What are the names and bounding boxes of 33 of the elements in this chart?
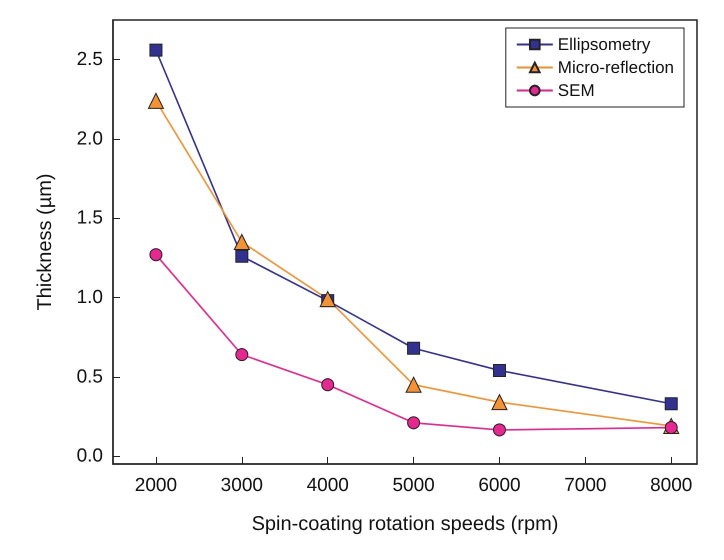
point bbox=[320, 291, 336, 308]
legend-label: SEM bbox=[558, 81, 595, 100]
y-axis-title: Thickness (µm) bbox=[34, 173, 56, 311]
point bbox=[235, 250, 248, 263]
x-tick-label: 3000 bbox=[220, 475, 263, 496]
point bbox=[492, 423, 506, 436]
point bbox=[664, 397, 678, 410]
point bbox=[149, 44, 162, 57]
point bbox=[407, 342, 420, 355]
x-tick-label: 4000 bbox=[306, 475, 349, 496]
point bbox=[407, 416, 420, 430]
y-tick-label: 2.0 bbox=[76, 128, 103, 150]
point bbox=[148, 92, 164, 109]
x-tick-label: 6000 bbox=[478, 475, 521, 496]
y-tick-label: 1.0 bbox=[76, 287, 103, 308]
y-tick-label: 1.5 bbox=[76, 208, 103, 229]
point bbox=[149, 248, 162, 262]
point bbox=[321, 378, 334, 392]
point bbox=[492, 364, 506, 377]
x-tick-label: 8000 bbox=[650, 475, 692, 496]
point bbox=[234, 234, 250, 250]
legend-label: Micro-reflection bbox=[558, 58, 674, 77]
x-axis-title: Spin-coating rotation speeds (rpm) bbox=[252, 513, 558, 535]
x-tick-label: 5000 bbox=[392, 475, 435, 496]
y-tick-label: 2.5 bbox=[76, 49, 103, 70]
y-tick-label: 0.5 bbox=[76, 366, 103, 388]
point bbox=[235, 348, 248, 362]
x-tick-label: 7000 bbox=[564, 475, 606, 496]
point bbox=[406, 376, 422, 393]
y-tick-label: 0.0 bbox=[76, 446, 103, 467]
legend-label: Ellipsometry bbox=[558, 35, 651, 54]
point bbox=[491, 394, 508, 410]
x-tick-label: 2000 bbox=[134, 475, 178, 496]
